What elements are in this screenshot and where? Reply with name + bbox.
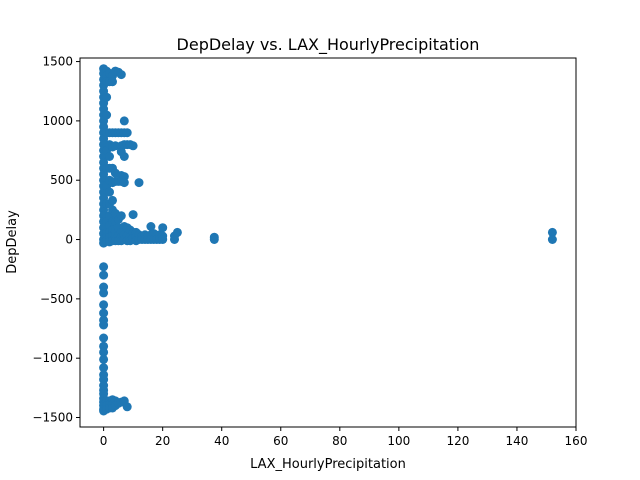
- scatter-point: [123, 402, 132, 411]
- scatter-point: [117, 70, 126, 79]
- x-tick-label: 40: [214, 434, 229, 448]
- scatter-point: [108, 77, 117, 86]
- y-tick-label: 1000: [42, 114, 73, 128]
- scatter-point: [120, 152, 129, 161]
- scatter-point: [99, 271, 108, 280]
- y-tick-label: 1500: [42, 55, 73, 69]
- scatter-point: [99, 300, 108, 309]
- scatter-point: [105, 152, 114, 161]
- scatter-point: [99, 355, 108, 364]
- scatter-point: [123, 128, 132, 137]
- y-tick-label: 500: [50, 173, 73, 187]
- scatter-point: [158, 235, 167, 244]
- x-tick-label: 160: [565, 434, 588, 448]
- scatter-point: [99, 288, 108, 297]
- y-tick-label: −1000: [32, 351, 73, 365]
- x-tick-label: 100: [387, 434, 410, 448]
- x-tick-label: 20: [155, 434, 170, 448]
- x-axis-label: LAX_HourlyPrecipitation: [250, 457, 406, 472]
- x-tick-label: 120: [446, 434, 469, 448]
- scatter-point: [120, 116, 129, 125]
- scatter-point: [99, 334, 108, 343]
- scatter-point: [102, 93, 111, 102]
- scatter-point: [105, 188, 114, 197]
- scatter-point: [102, 111, 111, 120]
- chart-title: DepDelay vs. LAX_HourlyPrecipitation: [177, 35, 480, 55]
- scatter-point: [173, 228, 182, 237]
- y-tick-label: −500: [40, 292, 73, 306]
- y-tick-label: −1500: [32, 411, 73, 425]
- x-tick-label: 0: [100, 434, 108, 448]
- scatter-point: [99, 321, 108, 330]
- scatter-point: [210, 235, 219, 244]
- x-tick-label: 60: [273, 434, 288, 448]
- scatter-point: [548, 235, 557, 244]
- scatter-point: [99, 262, 108, 271]
- scatter-point: [135, 178, 144, 187]
- y-tick-label: 0: [65, 233, 73, 247]
- x-tick-label: 140: [505, 434, 528, 448]
- scatter-point: [129, 141, 138, 150]
- scatter-point: [117, 211, 126, 220]
- x-tick-label: 80: [332, 434, 347, 448]
- y-axis-label: DepDelay: [5, 210, 20, 274]
- scatter-point: [129, 210, 138, 219]
- scatter-point: [108, 196, 117, 205]
- scatter-point: [120, 178, 129, 187]
- scatter-point: [158, 223, 167, 232]
